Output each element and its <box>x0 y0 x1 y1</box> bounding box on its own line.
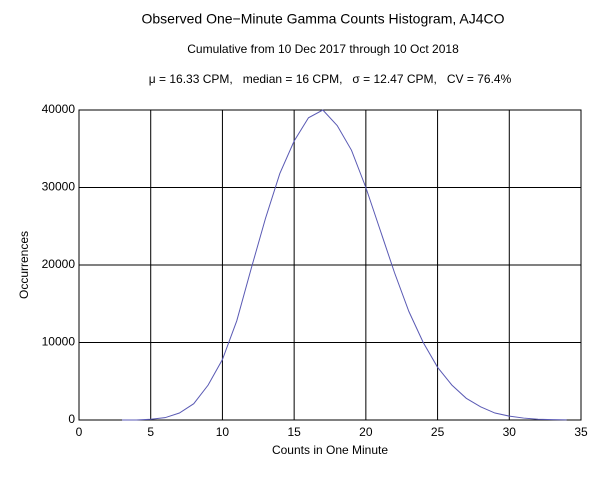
x-tick-label: 10 <box>216 425 230 439</box>
x-axis-label: Counts in One Minute <box>272 443 388 457</box>
y-tick-label: 20000 <box>42 257 76 271</box>
y-tick-label: 10000 <box>42 335 76 349</box>
x-tick-label: 20 <box>359 425 373 439</box>
stats-annotation: μ = 16.33 CPM, median = 16 CPM, σ = 12.4… <box>149 72 512 86</box>
x-tick-label: 15 <box>287 425 301 439</box>
x-tick-label: 30 <box>503 425 517 439</box>
x-tick-label: 25 <box>431 425 445 439</box>
plot-frame <box>78 109 582 421</box>
x-tick-label: 35 <box>574 425 588 439</box>
y-tick-label: 40000 <box>42 102 76 116</box>
data-line <box>122 109 567 421</box>
chart-title: Observed One−Minute Gamma Counts Histogr… <box>142 11 505 27</box>
y-tick-label: 30000 <box>42 180 76 194</box>
chart-subtitle: Cumulative from 10 Dec 2017 through 10 O… <box>187 42 459 56</box>
x-tick-label: 5 <box>147 425 154 439</box>
x-tick-label: 0 <box>76 425 83 439</box>
y-tick-label: 0 <box>68 412 75 426</box>
y-axis-label: Occurrences <box>17 231 31 299</box>
